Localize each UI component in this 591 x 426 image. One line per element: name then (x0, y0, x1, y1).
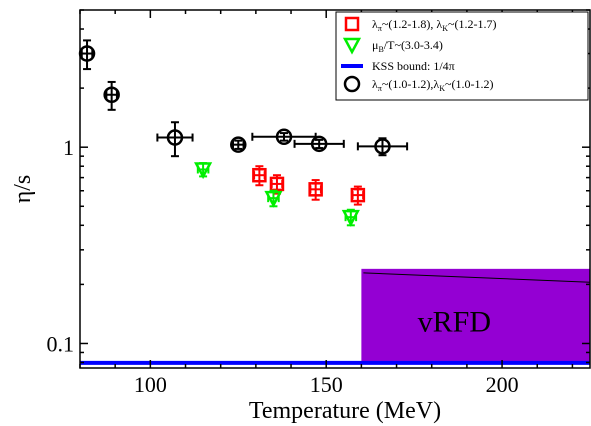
legend-label-part: ~(1.0-1.2) (445, 77, 493, 91)
marker-square (350, 187, 366, 203)
data-point-s0-p2 (308, 179, 323, 201)
marker-circle (374, 138, 391, 155)
chart-marks: vRFD (78, 39, 591, 365)
data-point-s3-p0 (78, 39, 96, 71)
marker-square (308, 182, 323, 197)
legend-label-part: μ (372, 38, 378, 52)
data-point-s3-p6 (356, 137, 409, 157)
data-point-s3-p2 (156, 121, 194, 158)
legend-label-part: /T~(3.0-3.4) (384, 38, 443, 52)
marker-circle (230, 136, 247, 153)
data-point-s1-p0 (194, 162, 213, 180)
data-point-s3-p1 (103, 80, 120, 111)
x-tick-label: 150 (310, 372, 343, 397)
data-point-s0-p0 (252, 165, 267, 187)
legend: λπ~(1.2-1.8), λK~(1.2-1.7)μB/T~(3.0-3.4)… (335, 11, 589, 101)
legend-entry-2: KSS bound: 1/4π (341, 59, 455, 73)
legend-entry-1: μB/T~(3.0-3.4) (342, 37, 443, 55)
legend-marker-square (344, 16, 360, 32)
marker-triangle-down (194, 162, 213, 180)
axes: 100 150 200 0.1 1 Temperature (MeV) η/s (10, 9, 590, 424)
y-tick-label: 1 (63, 135, 74, 160)
legend-marker-circle (343, 75, 361, 93)
legend-label-part: λ (372, 77, 378, 91)
plot-frame (79, 9, 591, 369)
legend-label: λπ~(1.0-1.2),λK~(1.0-1.2) (372, 77, 493, 93)
legend-label-part: λ (372, 17, 378, 31)
marker-triangle-down (264, 190, 283, 208)
data-point-s3-p4 (251, 128, 317, 146)
marker-square (252, 167, 267, 183)
vrfd-region-edge (363, 272, 591, 283)
vrfd-region-label: vRFD (418, 306, 491, 339)
data-point-s3-p5 (293, 135, 345, 153)
legend-label: KSS bound: 1/4π (372, 59, 455, 73)
legend-entry-3: λπ~(1.0-1.2),λK~(1.0-1.2) (343, 75, 493, 93)
marker-circle (275, 128, 293, 146)
x-tick-label: 200 (486, 372, 519, 397)
marker-circle (103, 86, 120, 104)
legend-label-part: π (378, 84, 382, 93)
y-tick-label: 0.1 (47, 331, 75, 356)
marker-circle (166, 129, 184, 146)
y-axis-label: η/s (10, 175, 36, 204)
legend-entry-0: λπ~(1.2-1.8), λK~(1.2-1.7) (344, 16, 496, 33)
vrfd-region (361, 268, 590, 363)
data-point-s1-p2 (341, 208, 360, 227)
x-axis-label: Temperature (MeV) (249, 398, 441, 424)
x-tick-label: 100 (134, 372, 167, 397)
marker-circle (310, 135, 328, 153)
data-point-s1-p1 (264, 189, 283, 208)
legend-label-part: K (439, 84, 445, 93)
legend-label: λπ~(1.2-1.8), λK~(1.2-1.7) (372, 17, 496, 33)
legend-box (335, 11, 589, 101)
data-point-s0-p3 (350, 185, 366, 206)
data-point-s3-p3 (230, 136, 247, 153)
legend-marker-triangle-down (342, 37, 362, 55)
legend-label-part: B (378, 45, 383, 54)
marker-triangle-down (341, 209, 360, 227)
legend-label-part: KSS bound: 1/4π (372, 59, 455, 73)
legend-label-part: ~(1.0-1.2),λ (382, 77, 439, 91)
legend-label-part: ~(1.2-1.7) (448, 17, 496, 31)
legend-label-part: K (442, 24, 448, 33)
legend-label-part: ~(1.2-1.8), λ (382, 17, 442, 31)
legend-label-part: π (378, 24, 382, 33)
legend-label: μB/T~(3.0-3.4) (372, 38, 443, 54)
